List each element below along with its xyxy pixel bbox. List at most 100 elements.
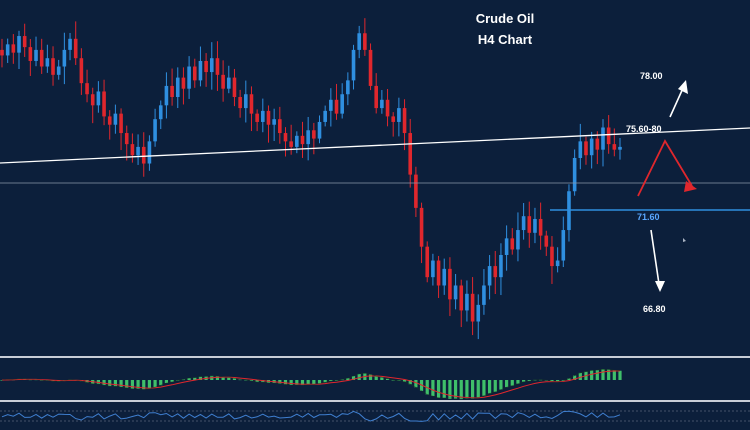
candle-body — [17, 36, 21, 53]
macd-histogram-bar — [125, 380, 129, 388]
macd-histogram-bar — [522, 380, 526, 382]
macd-histogram-bar — [459, 380, 463, 400]
macd-histogram-bar — [487, 380, 492, 394]
candle-body — [85, 83, 89, 95]
candle-body — [278, 119, 282, 134]
macd-histogram-bar — [232, 378, 237, 380]
macd-histogram-bar — [453, 380, 458, 399]
macd-histogram-bar — [153, 380, 157, 388]
candle-body — [153, 119, 157, 142]
candle-body — [572, 157, 577, 192]
macd-histogram-bar — [385, 378, 390, 380]
candle-body — [295, 135, 299, 147]
candle-body — [459, 285, 464, 311]
candle-body — [431, 260, 435, 278]
macd-histogram-bar — [289, 380, 293, 385]
macd-histogram-bar — [300, 380, 305, 386]
candle-body — [73, 38, 78, 59]
macd-histogram-bar — [164, 380, 169, 384]
projection-arrowhead-red — [684, 181, 697, 192]
candle-body — [397, 108, 401, 122]
candle-body — [232, 77, 237, 98]
candle-body — [419, 207, 424, 247]
macd-histogram-bar — [102, 380, 106, 386]
candle-body — [300, 135, 305, 145]
candle-body — [209, 58, 214, 73]
candles-group — [0, 18, 622, 340]
candle-body — [527, 216, 532, 233]
candle-body — [493, 266, 498, 278]
oscillator-line — [1, 410, 621, 422]
candle-body — [11, 44, 16, 53]
level-label-resistance: 75.60-80 — [626, 124, 662, 134]
candle-body — [28, 47, 33, 61]
candle-body — [533, 218, 537, 233]
candle-body — [521, 216, 526, 231]
candle-body — [385, 99, 390, 117]
macd-histogram-bar — [556, 380, 560, 382]
candle-body — [470, 293, 475, 322]
macd-histogram-bar — [351, 376, 356, 380]
macd-histogram-bar — [170, 380, 174, 382]
candle-body — [516, 230, 520, 250]
candle-body — [136, 146, 140, 156]
macd-histogram-bar — [119, 380, 123, 387]
macd-histogram-bar — [283, 380, 288, 385]
macd-histogram-bar — [312, 380, 316, 385]
candle-body — [266, 110, 271, 125]
candle-body — [226, 77, 231, 89]
candle-body — [243, 94, 248, 109]
candle-body — [124, 133, 129, 145]
candle-body — [102, 91, 106, 117]
macd-histogram-bar — [113, 380, 117, 387]
macd-histogram-bar — [607, 369, 611, 380]
rising-trendline — [0, 127, 750, 164]
macd-histogram-bar — [187, 378, 191, 380]
candle-body — [499, 254, 503, 278]
candle-body — [368, 49, 373, 86]
arrow-down-shaft — [650, 229, 660, 285]
macd-line — [1, 368, 621, 399]
chart-title-line2: H4 Chart — [478, 32, 533, 47]
candle-body — [249, 94, 254, 114]
candle-body — [51, 58, 55, 75]
macd-histogram-bar — [448, 380, 452, 399]
macd-histogram-bar — [595, 370, 599, 380]
projection-path-red — [637, 139, 693, 197]
macd-histogram-bar — [527, 380, 531, 382]
candle-body — [595, 138, 600, 150]
candle-body — [272, 119, 276, 125]
arrow-down-head — [655, 281, 665, 292]
level-label-support: 71.60 — [637, 212, 660, 222]
candle-body — [175, 77, 180, 98]
macd-histogram-bar — [221, 377, 225, 380]
candle-body — [192, 66, 197, 81]
candle-body — [0, 49, 4, 56]
candle-body — [510, 238, 515, 250]
macd-pane — [0, 368, 622, 400]
candle-body — [504, 238, 509, 255]
macd-histogram-bar — [470, 380, 475, 399]
macd-histogram-bar — [346, 378, 350, 380]
macd-histogram-bar — [136, 380, 140, 389]
macd-histogram-bar — [323, 380, 327, 383]
macd-histogram-bar — [505, 380, 509, 388]
candle-body — [487, 266, 492, 286]
candle-body — [340, 94, 344, 114]
macd-histogram-bar — [306, 380, 310, 385]
macd-histogram-bar — [578, 372, 582, 380]
candle-body — [601, 127, 605, 150]
macd-histogram-bar — [340, 379, 344, 381]
candle-body — [448, 268, 452, 300]
level-label-target-down: 66.80 — [643, 304, 666, 314]
macd-histogram-bar — [317, 380, 322, 384]
macd-histogram-bar — [329, 380, 333, 381]
macd-histogram-bar — [227, 377, 231, 380]
macd-histogram-bar — [618, 370, 622, 380]
macd-histogram-bar — [130, 380, 135, 389]
candle-body — [39, 49, 44, 67]
macd-histogram-bar — [244, 379, 248, 381]
candle-body — [289, 141, 293, 147]
